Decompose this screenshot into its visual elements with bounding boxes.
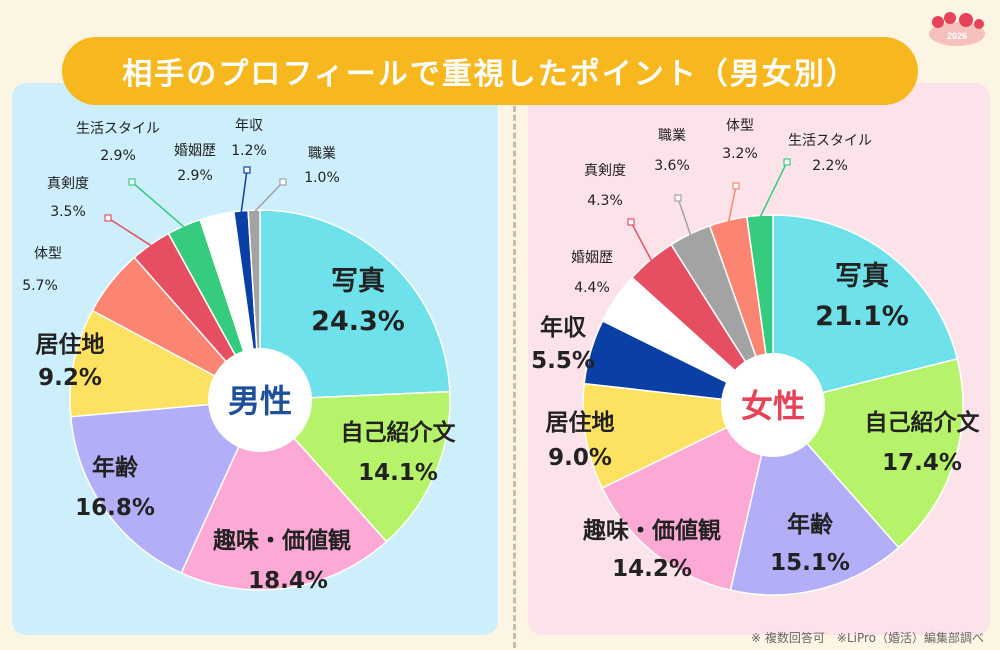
pie-slice xyxy=(180,398,388,591)
pie-slice xyxy=(259,209,451,401)
pie-slice xyxy=(258,390,451,543)
slice-label: 年収 xyxy=(540,314,587,341)
slice-value-label: 2.2% xyxy=(812,158,848,174)
slice-value-label: 15.1% xyxy=(770,550,850,576)
center-label: 女性 xyxy=(741,387,805,425)
slice-label: 年齢 xyxy=(92,454,138,481)
slice-label: 体型 xyxy=(726,118,754,134)
title-banner: 相手のプロフィールで重視したポイント（男女別） xyxy=(62,37,918,105)
slice-label: 自己紹介文 xyxy=(865,409,981,436)
center-circle xyxy=(721,353,825,457)
svg-text:2026: 2026 xyxy=(947,31,967,41)
leader-marker xyxy=(243,166,251,174)
slice-label: 生活スタイル xyxy=(788,133,872,149)
leader-line xyxy=(253,181,284,213)
slice-value-label: 2.9% xyxy=(100,148,136,164)
center-circle xyxy=(208,348,312,452)
leader-line xyxy=(131,181,186,229)
leader-line xyxy=(759,161,788,218)
footnote: ※ 複数回答可 ※LiPro（婚活）編集部調べ xyxy=(751,631,984,645)
leader-marker xyxy=(128,178,136,186)
slice-value-label: 14.1% xyxy=(358,460,438,486)
divider xyxy=(513,88,516,648)
leader-line xyxy=(727,185,737,223)
pie-slice xyxy=(772,214,959,406)
slice-value-label: 5.7% xyxy=(22,278,58,294)
center-label: 男性 xyxy=(228,382,292,420)
slice-label: 趣味・価値観 xyxy=(582,517,721,544)
slice-value-label: 3.6% xyxy=(654,158,690,174)
slice-value-label: 3.5% xyxy=(50,204,86,220)
slice-label: 居住地 xyxy=(546,409,615,436)
slice-label: 真剣度 xyxy=(584,163,626,179)
leader-marker xyxy=(627,218,635,226)
slice-label: 婚姻歴 xyxy=(174,143,216,159)
slice-value-label: 2.9% xyxy=(177,168,213,184)
slice-value-label: 9.2% xyxy=(38,365,102,391)
slice-value-label: 1.2% xyxy=(231,143,267,159)
leader-line xyxy=(630,221,653,262)
slice-value-label: 14.2% xyxy=(612,556,692,582)
slice-label: 生活スタイル xyxy=(76,121,160,137)
slice-value-label: 1.0% xyxy=(304,170,340,186)
slice-label: 真剣度 xyxy=(47,176,89,192)
slice-value-label: 16.8% xyxy=(75,495,155,521)
slice-label: 写真 xyxy=(835,261,889,292)
slice-label: 体型 xyxy=(34,246,62,262)
slice-label: 婚姻歴 xyxy=(571,250,613,266)
leader-line xyxy=(240,169,248,214)
leader-marker xyxy=(783,158,791,166)
slice-label: 職業 xyxy=(308,146,336,162)
slice-value-label: 9.0% xyxy=(548,445,612,471)
slice-value-label: 4.3% xyxy=(587,193,623,209)
slice-value-label: 3.2% xyxy=(722,146,758,162)
leader-marker xyxy=(674,194,682,202)
brand-logo: 2026 xyxy=(924,10,990,48)
slice-value-label: 18.4% xyxy=(248,568,328,594)
slice-label: 年齢 xyxy=(787,511,833,538)
leader-marker xyxy=(732,182,740,190)
chart-title: 相手のプロフィールで重視したポイント（男女別） xyxy=(122,57,858,92)
slice-label: 趣味・価値観 xyxy=(212,527,351,554)
pie-slice xyxy=(601,403,775,592)
leader-line xyxy=(677,197,692,237)
slice-value-label: 5.5% xyxy=(531,348,595,374)
leader-marker xyxy=(279,178,287,186)
pie-slice xyxy=(69,399,262,574)
slice-label: 自己紹介文 xyxy=(341,419,457,446)
slice-value-label: 21.1% xyxy=(815,301,909,332)
slice-label: 年収 xyxy=(235,118,263,134)
slice-label: 写真 xyxy=(331,266,385,297)
leader-line xyxy=(107,217,153,247)
slice-value-label: 24.3% xyxy=(311,306,405,337)
slice-value-label: 17.4% xyxy=(882,450,962,476)
leader-marker xyxy=(104,214,112,222)
slice-label: 居住地 xyxy=(36,331,105,358)
slice-value-label: 4.4% xyxy=(574,280,610,296)
slice-label: 職業 xyxy=(658,128,686,144)
